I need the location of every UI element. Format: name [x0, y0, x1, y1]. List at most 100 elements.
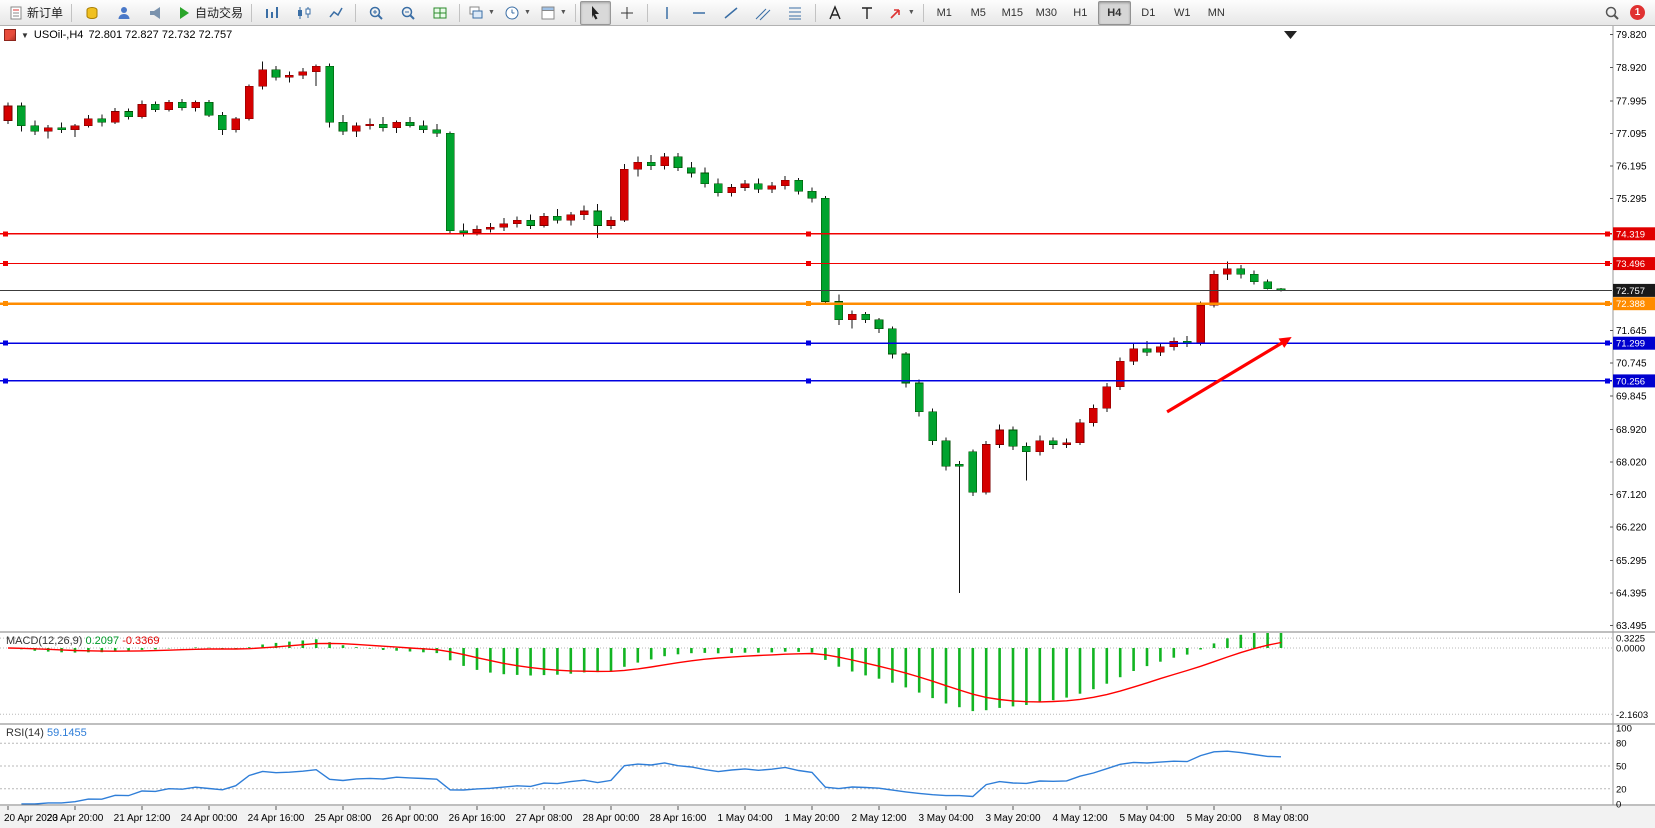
text-button[interactable] — [820, 1, 851, 25]
svg-text:76.195: 76.195 — [1616, 161, 1647, 172]
line-handle[interactable] — [3, 231, 8, 237]
market-watch-button[interactable] — [76, 1, 107, 25]
vertical-line-button[interactable] — [652, 1, 683, 25]
svg-text:1 May 20:00: 1 May 20:00 — [784, 813, 839, 824]
new-order-button[interactable]: 新订单 — [4, 1, 67, 25]
timeframe-button-w1[interactable]: W1 — [1174, 6, 1191, 19]
horizontal-line-70.256[interactable] — [0, 378, 1612, 384]
magnifier-icon — [1605, 6, 1619, 20]
macd-name: MACD(12,26,9) — [6, 635, 83, 647]
line-handle[interactable] — [806, 378, 811, 384]
arrow-draw-icon — [890, 8, 900, 19]
line-handle[interactable] — [806, 301, 811, 307]
line-handle[interactable] — [3, 301, 8, 307]
new-chart-button[interactable]: ▼ — [464, 1, 499, 25]
timeframe-button-h1[interactable]: H1 — [1073, 6, 1088, 19]
arrows-button[interactable]: ▼ — [884, 1, 919, 25]
timeframe-button-m1[interactable]: M1 — [936, 6, 952, 19]
horizontal-line-71.299[interactable] — [0, 340, 1612, 346]
macd-label: MACD(12,26,9) 0.2097 -0.3369 — [6, 635, 160, 647]
fibonacci-button[interactable] — [780, 1, 811, 25]
vline-icon — [666, 6, 669, 19]
timeframe-button-m5[interactable]: M5 — [970, 6, 986, 19]
label-button[interactable] — [852, 1, 883, 25]
cursor-button[interactable] — [579, 0, 611, 25]
horizontal-line-74.319[interactable] — [0, 231, 1612, 237]
channel-button[interactable] — [748, 1, 779, 25]
zoom-in-button[interactable] — [360, 1, 391, 25]
trend-icon — [724, 6, 738, 19]
svg-text:26 Apr 00:00: 26 Apr 00:00 — [382, 813, 439, 824]
line-chart-button[interactable] — [320, 1, 351, 25]
svg-text:73.496: 73.496 — [1616, 259, 1645, 270]
alerts-button[interactable] — [140, 1, 171, 25]
one-click-panel-toggle-icon[interactable]: ▼ — [21, 30, 29, 40]
line-handle[interactable] — [1605, 261, 1610, 267]
chart-window[interactable]: 20 Apr 2023 20 Apr 20:00 21 Apr 12:00 24 Ap… — [0, 26, 1655, 828]
svg-text:28 Apr 00:00: 28 Apr 00:00 — [583, 813, 640, 824]
svg-text:0: 0 — [1616, 800, 1621, 811]
dropdown-caret-icon: ▼ — [523, 9, 531, 16]
line-handle[interactable] — [1605, 301, 1610, 307]
bar-chart-button[interactable] — [256, 1, 287, 25]
chart-icon — [4, 29, 16, 41]
timeframe-button-mn[interactable]: MN — [1207, 6, 1225, 19]
svg-text:63.495: 63.495 — [1616, 621, 1647, 632]
svg-text:21 Apr 12:00: 21 Apr 12:00 — [114, 813, 171, 824]
trendline-button[interactable] — [716, 1, 747, 25]
line-handle[interactable] — [1605, 378, 1610, 384]
candlestick-chart-button[interactable] — [288, 1, 319, 25]
svg-text:74.319: 74.319 — [1616, 229, 1645, 240]
svg-text:66.220: 66.220 — [1616, 523, 1647, 534]
chart-shift-marker-icon[interactable] — [1284, 31, 1297, 39]
svg-text:28 Apr 16:00: 28 Apr 16:00 — [650, 813, 707, 824]
horizontal-line-72.388[interactable] — [0, 301, 1612, 307]
timeframe-button-d1[interactable]: D1 — [1141, 6, 1156, 19]
line-icon — [328, 7, 343, 17]
line-handle[interactable] — [806, 261, 811, 267]
macd-main-value: 0.2097 — [85, 635, 120, 647]
megaphone-icon — [149, 6, 160, 19]
price-axis[interactable]: 79.820 78.920 77.995 77.095 76.195 75.295 71.6… — [1610, 26, 1655, 811]
auto-trading-button[interactable]: 自动交易 — [172, 1, 247, 25]
price-badge-72.388: 72.388 — [1613, 297, 1655, 311]
horizontal-line-button[interactable] — [684, 1, 715, 25]
toolbar-separator — [459, 3, 461, 22]
timeframe-button-m30[interactable]: M30 — [1035, 6, 1057, 19]
line-handle[interactable] — [1605, 340, 1610, 346]
notification-badge[interactable]: 1 — [1630, 5, 1645, 20]
indicators-button[interactable]: ▼ — [536, 1, 571, 25]
grid-icon — [433, 7, 447, 18]
line-handle[interactable] — [1605, 231, 1610, 237]
zoom-out-button[interactable] — [392, 1, 423, 25]
tile-windows-button[interactable] — [424, 1, 455, 25]
profiles-button[interactable]: ▼ — [500, 1, 535, 25]
price-badge-73.496: 73.496 — [1613, 257, 1655, 271]
line-handle[interactable] — [806, 340, 811, 346]
line-handle[interactable] — [3, 378, 8, 384]
svg-text:80: 80 — [1616, 739, 1627, 750]
svg-text:20 Apr 2023: 20 Apr 2023 — [4, 813, 58, 824]
timeframe-button-h4[interactable]: H4 — [1097, 0, 1131, 25]
trend-arrow[interactable] — [1166, 337, 1292, 414]
line-handle[interactable] — [3, 340, 8, 346]
svg-text:24 Apr 16:00: 24 Apr 16:00 — [248, 813, 305, 824]
auto-trading-button-label: 自动交易 — [195, 6, 244, 20]
svg-text:71.299: 71.299 — [1616, 339, 1645, 350]
line-handle[interactable] — [3, 261, 8, 267]
text-a-icon — [829, 4, 841, 19]
crosshair-button[interactable] — [612, 1, 643, 25]
play-icon — [180, 6, 190, 19]
search-button[interactable] — [1596, 1, 1627, 25]
svg-text:3 May 04:00: 3 May 04:00 — [918, 813, 973, 824]
zoom-in-icon — [369, 6, 383, 20]
horizontal-line-73.496[interactable] — [0, 261, 1612, 267]
svg-text:70.256: 70.256 — [1616, 376, 1645, 387]
timeframe-button-m15[interactable]: M15 — [1001, 6, 1023, 19]
macd-panel — [0, 633, 1612, 715]
line-handle[interactable] — [806, 231, 811, 237]
accounts-button[interactable] — [108, 1, 139, 25]
